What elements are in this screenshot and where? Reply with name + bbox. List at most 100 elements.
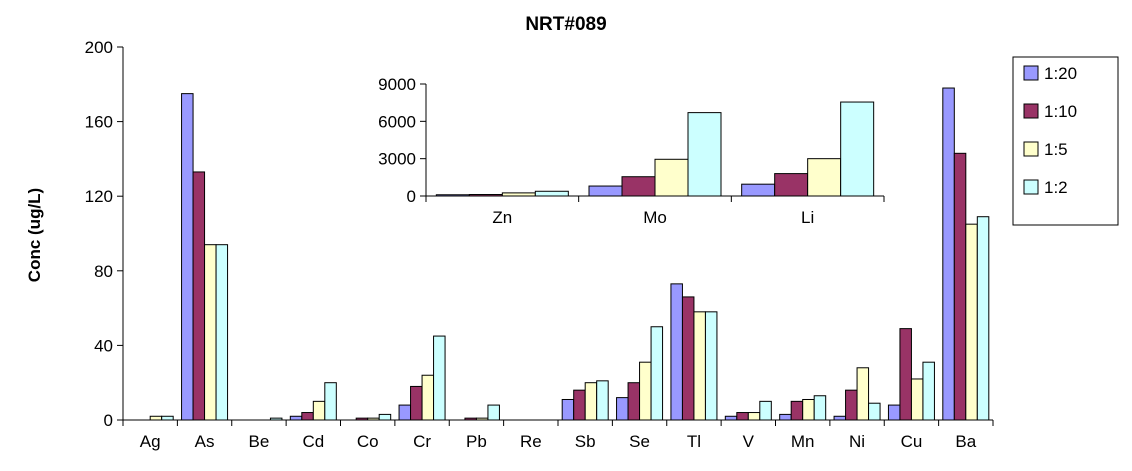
main-bar-co-1-2 (378, 413, 392, 421)
main-bar-v-1-5 (747, 412, 761, 421)
main-y-tick-label: 120 (85, 187, 113, 206)
main-bar-tl-1-2 (704, 311, 718, 421)
main-y-tick-label: 0 (104, 411, 113, 430)
main-y-tick-label: 40 (94, 336, 113, 355)
main-x-tick-label: Co (357, 432, 379, 451)
main-bar-ag-1-2 (161, 415, 174, 421)
main-bar-mn-1-10 (790, 400, 804, 421)
main-bar-tl-1-20 (670, 283, 683, 421)
main-y-tick-label: 200 (85, 38, 113, 57)
main-x-tick-label: Pb (466, 432, 487, 451)
inset-bar-li-1-5 (807, 158, 842, 197)
legend-swatch-1-2 (1023, 179, 1039, 195)
inset-x-tick-label: Zn (492, 208, 512, 227)
inset-bar-li-1-20 (741, 183, 776, 197)
inset-y-tick-label: 6000 (378, 112, 416, 131)
main-bar-se-1-10 (627, 382, 641, 421)
main-bar-v-1-20 (724, 415, 738, 421)
main-y-tick-label: 160 (85, 113, 113, 132)
legend-swatch-1-5 (1023, 141, 1039, 157)
main-bar-as-1-2 (215, 244, 229, 421)
main-x-tick-label: Be (249, 432, 270, 451)
main-x-tick-label: Re (520, 432, 542, 451)
main-bar-ba-1-5 (965, 223, 978, 421)
inset-bar-mo-1-20 (588, 185, 623, 197)
main-bar-ba-1-2 (976, 216, 990, 421)
inset-plot-axes: 0 3000 6000 9000 Zn Mo Li (378, 75, 885, 227)
main-bar-sb-1-20 (561, 398, 575, 421)
main-x-tick-label: Tl (687, 432, 701, 451)
main-bar-cu-1-10 (899, 328, 912, 421)
main-bar-ni-1-20 (833, 415, 847, 421)
main-x-tick-label: Ag (140, 432, 161, 451)
main-bar-ni-1-2 (868, 402, 881, 421)
inset-x-tick-label: Li (801, 208, 814, 227)
main-bar-cu-1-2 (922, 361, 935, 421)
inset-bar-mo-1-5 (654, 158, 689, 197)
main-bar-v-1-2 (759, 400, 772, 421)
main-x-tick-label: Ba (955, 432, 976, 451)
main-bar-ag-1-5 (149, 415, 163, 421)
main-x-tick-label: Sb (575, 432, 596, 451)
main-bar-cu-1-20 (887, 404, 901, 421)
main-bar-sb-1-2 (596, 380, 609, 421)
legend: 1:20 1:10 1:5 1:2 (1012, 56, 1119, 226)
main-bar-cd-1-20 (289, 415, 303, 421)
main-bar-mn-1-2 (813, 395, 827, 421)
main-bar-cu-1-5 (910, 378, 924, 421)
inset-bar-li-1-10 (774, 173, 809, 197)
inset-y-tick-label: 3000 (378, 150, 416, 169)
main-bar-cr-1-5 (421, 374, 435, 421)
y-axis-label: Conc (ug/L) (25, 188, 44, 282)
main-x-tick-label: As (195, 432, 215, 451)
legend-label-1-10: 1:10 (1044, 102, 1077, 121)
main-x-tick-label: Se (629, 432, 650, 451)
main-bar-as-1-5 (204, 244, 217, 421)
main-bar-cr-1-20 (398, 404, 412, 421)
main-bar-cr-1-2 (433, 335, 446, 421)
legend-label-1-2: 1:2 (1044, 178, 1068, 197)
inset-bar-zn-1-2 (534, 190, 569, 197)
legend-label-1-20: 1:20 (1044, 64, 1077, 83)
main-bar-tl-1-5 (693, 311, 706, 421)
main-bar-cd-1-10 (301, 412, 314, 421)
main-x-tick-label: Cu (901, 432, 923, 451)
main-bar-se-1-2 (650, 326, 664, 421)
main-bar-v-1-10 (736, 412, 749, 421)
main-bar-mn-1-5 (802, 398, 815, 421)
main-plot-axes: 0 40 80 120 160 200 Ag As Be Cd Co Cr Pb Re Sb Se Tl V Mn N… (85, 38, 994, 451)
legend-swatch-1-10 (1023, 103, 1039, 119)
legend-swatch-1-20 (1023, 65, 1039, 81)
inset-bar-li-1-2 (840, 101, 875, 197)
main-bar-pb-1-2 (487, 404, 500, 421)
main-x-tick-label: Ni (849, 432, 865, 451)
inset-y-tick-label: 9000 (378, 75, 416, 94)
main-bar-ni-1-10 (845, 389, 858, 421)
inset-y-tick-label: 0 (407, 187, 416, 206)
main-bar-ba-1-20 (942, 87, 955, 421)
inset-bar-mo-1-10 (621, 176, 656, 197)
main-x-tick-label: Cr (413, 432, 431, 451)
main-x-tick-label: V (743, 432, 755, 451)
main-bar-se-1-5 (639, 361, 652, 421)
main-y-tick-label: 80 (94, 262, 113, 281)
main-bar-sb-1-10 (573, 389, 586, 421)
main-bar-ba-1-10 (953, 152, 967, 421)
main-bar-cd-1-2 (324, 382, 337, 421)
inset-chart: 0 3000 6000 9000 Zn Mo Li (376, 68, 894, 258)
chart-title: NRT#089 (525, 14, 606, 35)
main-x-tick-label: Mn (791, 432, 815, 451)
main-bar-cr-1-10 (410, 385, 423, 421)
main-bar-tl-1-10 (681, 296, 695, 421)
main-x-tick-label: Cd (302, 432, 324, 451)
legend-box (1012, 56, 1119, 226)
main-bar-mn-1-20 (779, 413, 792, 421)
inset-bar-mo-1-2 (687, 112, 722, 197)
main-bar-ni-1-5 (856, 367, 870, 421)
main-bar-as-1-10 (192, 171, 206, 421)
inset-x-tick-label: Mo (643, 208, 667, 227)
legend-label-1-5: 1:5 (1044, 140, 1068, 159)
main-bar-cd-1-5 (312, 400, 326, 421)
main-bar-as-1-20 (181, 93, 194, 421)
